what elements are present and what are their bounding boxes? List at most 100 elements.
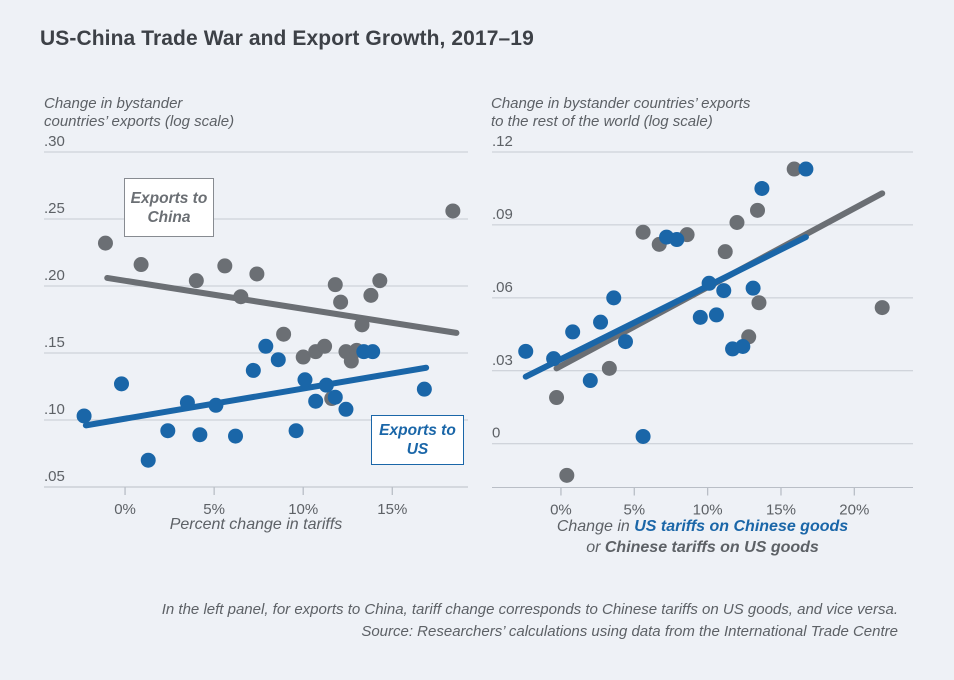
data-point-blue [735, 338, 751, 354]
left-y-axis-header: Change in bystander countries’ exports (… [44, 95, 234, 131]
y-tick-label: .12 [492, 133, 513, 150]
left-y-axis-header-line1: Change in bystander [44, 95, 183, 112]
data-point-blue [308, 393, 324, 409]
right-x-axis-title: Change in US tariffs on Chinese goods or… [492, 516, 913, 558]
data-point-blue [327, 389, 343, 405]
data-point-blue [297, 372, 313, 388]
annotation-exports-to-china: Exports to China [124, 178, 214, 237]
data-point-blue [546, 351, 562, 367]
data-point-gray [751, 295, 767, 311]
data-point-gray [874, 300, 890, 316]
data-point-blue [365, 344, 381, 360]
right-panel: 0 .03 .06 .09 .12 0% 5% 10% 15% 20% [492, 133, 913, 519]
data-point-blue [518, 343, 534, 359]
data-point-blue [140, 452, 156, 468]
data-point-gray [249, 266, 265, 282]
right-y-axis-header-line1: Change in bystander countries’ exports [491, 95, 751, 112]
y-tick-label: .03 [492, 352, 513, 369]
y-tick-label: .10 [44, 401, 65, 418]
data-point-blue [192, 427, 208, 443]
data-point-gray [188, 273, 204, 289]
y-tick-label: .25 [44, 200, 65, 217]
y-tick-label: .20 [44, 267, 65, 284]
data-point-blue [416, 381, 432, 397]
trend-line-gray [104, 274, 460, 336]
data-point-gray [717, 244, 733, 260]
data-point-blue [113, 376, 129, 392]
data-point-gray [317, 338, 333, 354]
data-point-blue [692, 309, 708, 325]
data-point-gray [363, 287, 379, 303]
data-point-blue [228, 428, 244, 444]
data-point-gray [445, 203, 461, 219]
data-point-gray [133, 257, 149, 273]
data-point-blue [160, 423, 176, 439]
data-point-blue [745, 280, 761, 296]
data-point-gray [327, 277, 343, 293]
x-tick-label: 20% [839, 502, 869, 519]
data-point-blue [270, 352, 286, 368]
left-panel: .05 .10 .15 .20 .25 .30 0% 5% 10% 15% [44, 133, 468, 518]
data-point-blue [288, 423, 304, 439]
right-x-axis-title-us-tariffs: US tariffs on Chinese goods [634, 518, 849, 535]
x-tick-label: 5% [203, 501, 225, 518]
data-point-gray [372, 273, 388, 289]
x-tick-label: 15% [377, 501, 407, 518]
left-x-axis-title: Percent change in tariffs [169, 516, 343, 533]
data-point-gray [276, 326, 292, 342]
right-x-axis-title-line2: or Chinese tariffs on US goods [492, 537, 913, 558]
data-point-blue [565, 324, 581, 340]
right-y-axis-header-line2: to the rest of the world (log scale) [491, 113, 713, 130]
data-point-blue [76, 408, 92, 424]
y-tick-label: .05 [44, 468, 65, 485]
y-tick-label: .30 [44, 133, 65, 150]
y-tick-label: .06 [492, 279, 513, 296]
data-point-blue [669, 232, 685, 248]
right-x-axis-title-prefix: Change in [556, 518, 635, 535]
data-point-gray [601, 360, 617, 376]
source-line: Source: Researchers’ calculations using … [361, 623, 898, 640]
x-tick-label: 10% [693, 502, 723, 519]
data-point-blue [708, 307, 724, 323]
trend-line-blue [522, 234, 809, 380]
x-tick-label: 5% [623, 502, 645, 519]
data-point-gray [750, 202, 766, 218]
data-point-blue [338, 401, 354, 417]
data-point-gray [729, 215, 745, 231]
data-point-blue [258, 338, 274, 354]
right-y-axis-header: Change in bystander countries’ exports t… [491, 95, 750, 131]
data-point-gray [333, 294, 349, 310]
data-point-gray [635, 224, 651, 240]
footnote-line: In the left panel, for exports to China,… [161, 601, 898, 618]
data-point-gray [295, 349, 311, 365]
data-point-blue [701, 275, 717, 291]
left-y-axis-header-line2: countries’ exports (log scale) [44, 113, 235, 130]
x-tick-label: 10% [288, 501, 318, 518]
x-tick-label: 0% [550, 502, 572, 519]
data-point-gray [354, 317, 370, 333]
figure-footnote: In the left panel, for exports to China,… [48, 599, 898, 643]
data-point-blue [606, 290, 622, 306]
data-point-blue [318, 377, 334, 393]
right-x-axis-title-or: or [586, 539, 605, 556]
data-point-blue [798, 161, 814, 177]
data-point-blue [208, 397, 224, 413]
data-point-blue [754, 180, 770, 196]
y-tick-label: .09 [492, 206, 513, 223]
y-tick-label: .15 [44, 334, 65, 351]
trend-line-blue [82, 364, 430, 429]
data-point-blue [593, 314, 609, 330]
data-point-gray [233, 289, 249, 305]
data-point-blue [635, 428, 651, 444]
data-point-blue [617, 334, 633, 350]
data-point-gray [549, 390, 565, 406]
right-x-axis-title-chinese-tariffs: Chinese tariffs on US goods [604, 539, 819, 556]
x-tick-label: 15% [766, 502, 796, 519]
data-point-blue [716, 283, 732, 299]
data-point-blue [179, 395, 195, 411]
data-point-gray [97, 235, 113, 251]
x-tick-label: 0% [114, 501, 136, 518]
data-point-blue [582, 373, 598, 389]
